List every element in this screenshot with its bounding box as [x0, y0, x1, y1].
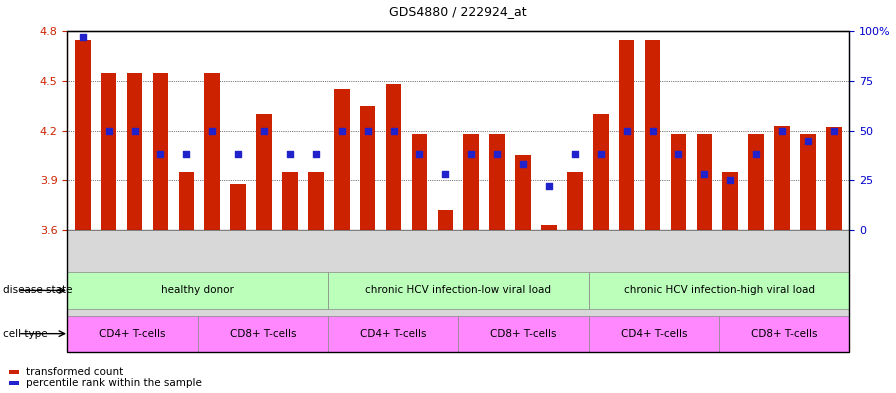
Bar — [489, 134, 505, 230]
Point — [283, 151, 297, 158]
FancyBboxPatch shape — [589, 316, 719, 352]
Bar — [360, 106, 375, 230]
Point — [127, 127, 142, 134]
Point — [101, 127, 116, 134]
Bar — [126, 73, 142, 230]
Point — [568, 151, 582, 158]
Point — [619, 127, 633, 134]
Text: cell type: cell type — [3, 329, 47, 339]
FancyBboxPatch shape — [328, 272, 589, 309]
Bar — [230, 184, 246, 230]
Point — [723, 177, 737, 184]
Point — [179, 151, 194, 158]
Point — [309, 151, 323, 158]
Point — [749, 151, 763, 158]
Text: CD4+ T-cells: CD4+ T-cells — [621, 329, 687, 339]
Point — [360, 127, 375, 134]
Point — [593, 151, 607, 158]
Point — [153, 151, 168, 158]
Text: chronic HCV infection-low viral load: chronic HCV infection-low viral load — [366, 285, 551, 296]
FancyBboxPatch shape — [67, 230, 849, 318]
Bar — [9, 370, 19, 374]
FancyBboxPatch shape — [197, 316, 328, 352]
Bar — [256, 114, 271, 230]
Bar — [567, 172, 582, 230]
Point — [257, 127, 271, 134]
Point — [438, 171, 452, 178]
Point — [412, 151, 426, 158]
Bar — [178, 172, 194, 230]
Bar — [9, 381, 19, 385]
Text: CD8+ T-cells: CD8+ T-cells — [490, 329, 556, 339]
Bar — [619, 40, 634, 230]
Point — [542, 183, 556, 189]
Text: CD4+ T-cells: CD4+ T-cells — [99, 329, 166, 339]
Point — [334, 127, 349, 134]
Point — [75, 34, 90, 40]
Bar — [645, 40, 660, 230]
FancyBboxPatch shape — [67, 272, 328, 309]
Point — [801, 138, 815, 144]
Bar — [463, 134, 479, 230]
Text: percentile rank within the sample: percentile rank within the sample — [26, 378, 202, 388]
Text: CD8+ T-cells: CD8+ T-cells — [751, 329, 817, 339]
Bar — [774, 126, 790, 230]
FancyBboxPatch shape — [589, 272, 849, 309]
Point — [205, 127, 220, 134]
Bar — [800, 134, 815, 230]
Text: GDS4880 / 222924_at: GDS4880 / 222924_at — [390, 5, 527, 18]
Point — [775, 127, 789, 134]
Point — [827, 127, 841, 134]
Bar — [722, 172, 738, 230]
Text: CD8+ T-cells: CD8+ T-cells — [229, 329, 296, 339]
Bar — [152, 73, 168, 230]
Bar — [671, 134, 686, 230]
Bar — [334, 89, 349, 230]
Bar — [696, 134, 712, 230]
Bar — [204, 73, 220, 230]
Bar — [282, 172, 297, 230]
Bar — [593, 114, 608, 230]
Bar — [308, 172, 323, 230]
Text: healthy donor: healthy donor — [161, 285, 234, 296]
Bar — [386, 84, 401, 230]
Text: transformed count: transformed count — [26, 367, 124, 377]
Bar — [515, 156, 530, 230]
Text: disease state: disease state — [3, 285, 73, 296]
Bar — [411, 134, 427, 230]
Bar — [541, 225, 556, 230]
Bar — [437, 210, 453, 230]
Point — [671, 151, 685, 158]
Bar — [101, 73, 116, 230]
Point — [697, 171, 711, 178]
Bar — [75, 40, 90, 230]
Text: chronic HCV infection-high viral load: chronic HCV infection-high viral load — [624, 285, 814, 296]
Point — [464, 151, 478, 158]
Point — [490, 151, 504, 158]
Point — [645, 127, 659, 134]
FancyBboxPatch shape — [459, 316, 589, 352]
FancyBboxPatch shape — [67, 316, 197, 352]
Bar — [826, 127, 841, 230]
Point — [231, 151, 246, 158]
FancyBboxPatch shape — [719, 316, 849, 352]
FancyBboxPatch shape — [328, 316, 458, 352]
Point — [386, 127, 401, 134]
Text: CD4+ T-cells: CD4+ T-cells — [360, 329, 426, 339]
Bar — [748, 134, 764, 230]
Point — [516, 161, 530, 167]
